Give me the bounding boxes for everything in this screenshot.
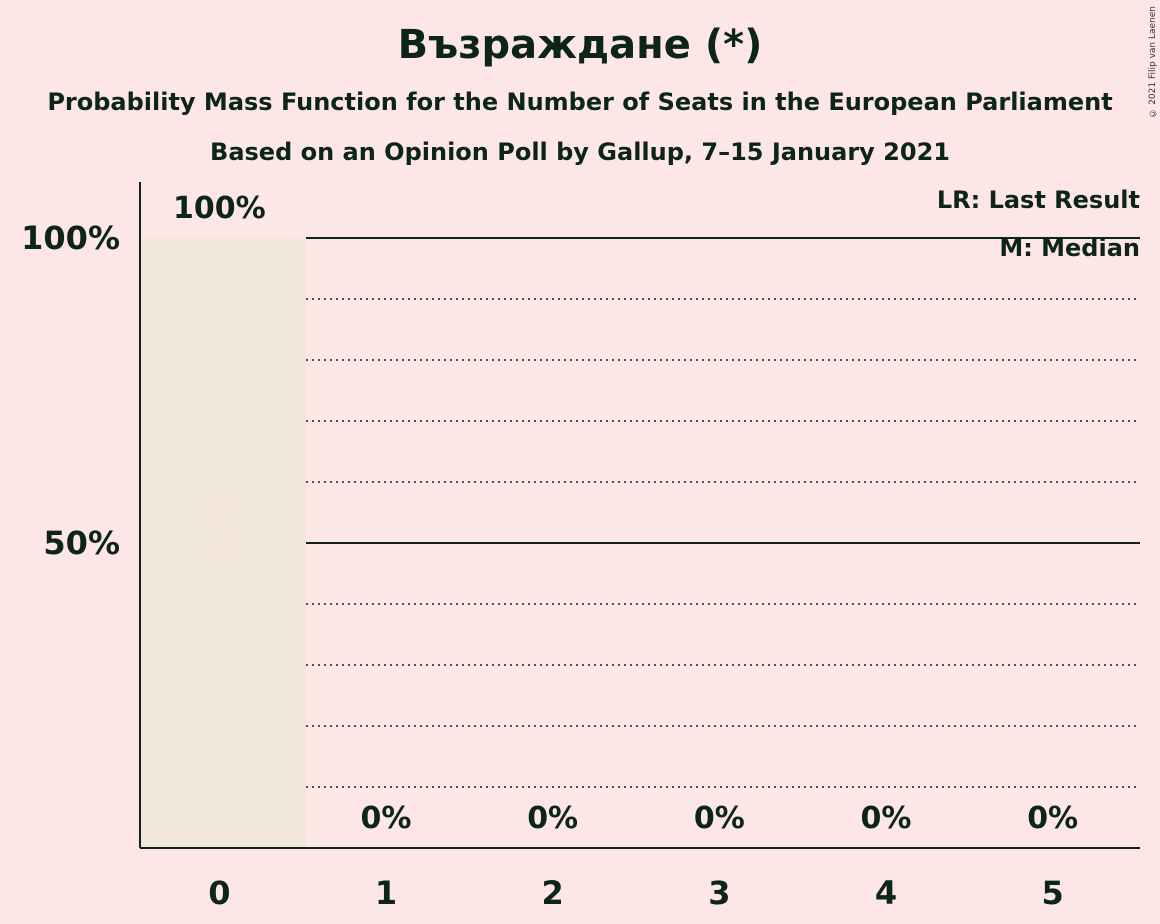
y-tick-label: 100% <box>21 219 120 257</box>
median-marker: M <box>209 493 235 528</box>
bar-value-label: 0% <box>361 801 412 836</box>
y-tick-label: 50% <box>43 524 120 562</box>
x-tick-label: 3 <box>708 874 730 912</box>
x-tick-label: 2 <box>542 874 564 912</box>
bar-value-label: 0% <box>1027 801 1078 836</box>
x-tick-label: 1 <box>375 874 397 912</box>
x-tick-label: 0 <box>208 874 230 912</box>
last-result-marker: LR <box>204 531 242 566</box>
legend-last-result: LR: Last Result <box>936 186 1140 214</box>
bar-value-label: 0% <box>527 801 578 836</box>
chart-title: Възраждане (*) <box>397 22 763 68</box>
x-tick-label: 4 <box>875 874 897 912</box>
chart-subtitle-1: Probability Mass Function for the Number… <box>47 88 1113 116</box>
chart-subtitle-2: Based on an Opinion Poll by Gallup, 7–15… <box>210 138 950 166</box>
bar-value-label: 100% <box>173 191 266 226</box>
x-tick-label: 5 <box>1042 874 1064 912</box>
bar-value-label: 0% <box>861 801 912 836</box>
bar-value-label: 0% <box>694 801 745 836</box>
bar-0 <box>141 238 306 848</box>
